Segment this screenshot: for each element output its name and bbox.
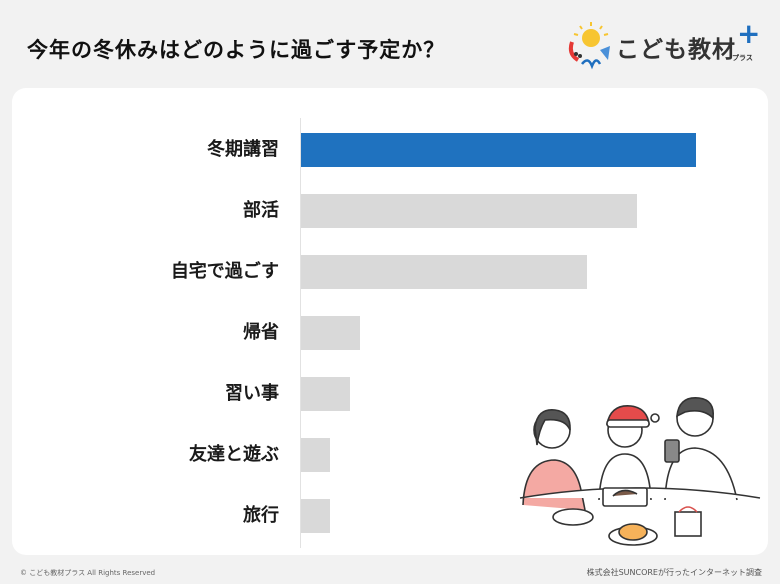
bar-row: 友達と遊ぶ xyxy=(0,438,780,472)
bar-label: 部活 xyxy=(243,200,279,221)
bar xyxy=(301,194,637,228)
bar xyxy=(301,316,360,350)
bar xyxy=(301,255,587,289)
bar-label: 冬期講習 xyxy=(207,139,279,160)
page-title: 今年の冬休みはどのように過ごす予定か？ xyxy=(27,38,446,62)
bar-row: 習い事 xyxy=(0,377,780,411)
source-text: 株式会社SUNCOREが行ったインターネット調査 xyxy=(586,568,762,577)
bar-row: 帰省 xyxy=(0,316,780,350)
bar-label: 友達と遊ぶ xyxy=(189,444,279,465)
bar xyxy=(301,377,350,411)
bar-label: 習い事 xyxy=(225,383,279,404)
logo-plus: + xyxy=(737,17,761,50)
copyright-text: © こども教材プラス All Rights Reserved xyxy=(20,569,156,577)
brand-logo: こども教材 + プラス xyxy=(566,20,771,72)
bar-label: 自宅で過ごす xyxy=(170,261,279,282)
bar xyxy=(301,499,330,533)
bar-label: 旅行 xyxy=(243,505,279,526)
bar-label: 帰省 xyxy=(243,322,279,343)
bar-row: 部活 xyxy=(0,194,780,228)
bar xyxy=(301,438,330,472)
logo-subtext: プラス xyxy=(732,54,753,62)
family-christmas-dinner-illustration xyxy=(519,397,761,546)
bar xyxy=(301,133,696,167)
bar-row: 自宅で過ごす xyxy=(0,255,780,289)
logo-text: こども教材 xyxy=(616,37,736,63)
chart-axis xyxy=(300,118,301,548)
bar-row: 冬期講習 xyxy=(0,133,780,167)
bar-row: 旅行 xyxy=(0,499,780,533)
sun-lightbulb-logo-icon xyxy=(568,22,610,70)
